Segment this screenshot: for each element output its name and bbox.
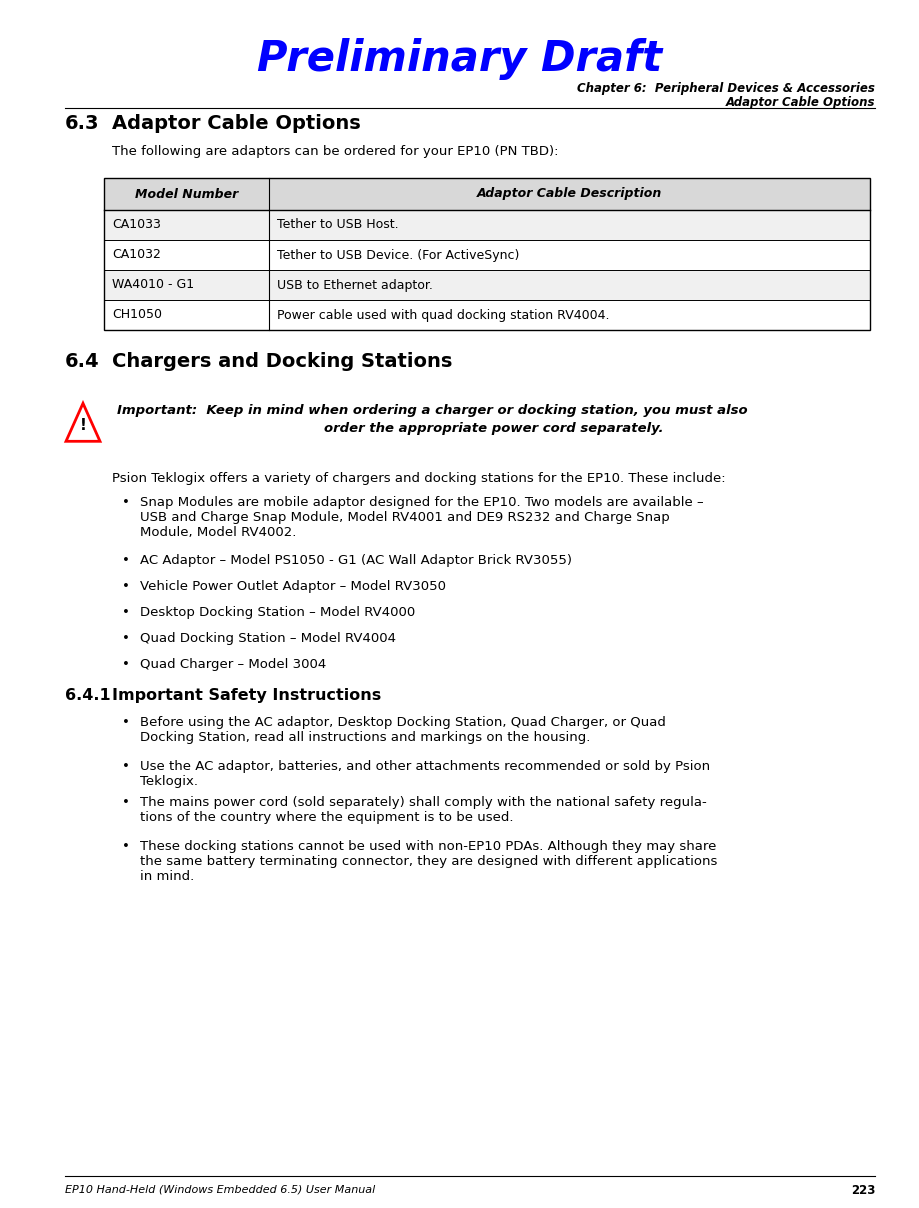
Text: •: •	[122, 554, 130, 567]
Text: Tether to USB Host.: Tether to USB Host.	[277, 219, 398, 232]
Bar	[104, 210, 870, 240]
Text: Tether to USB Device. (For ActiveSync): Tether to USB Device. (For ActiveSync)	[277, 249, 519, 261]
Text: Preliminary Draft: Preliminary Draft	[257, 37, 662, 80]
Text: Desktop Docking Station – Model RV4000: Desktop Docking Station – Model RV4000	[140, 606, 415, 618]
Polygon shape	[66, 403, 100, 441]
Text: !: !	[80, 418, 86, 434]
Text: •: •	[122, 496, 130, 509]
Text: order the appropriate power cord separately.: order the appropriate power cord separat…	[323, 422, 664, 435]
Text: Chargers and Docking Stations: Chargers and Docking Stations	[112, 352, 452, 371]
Text: Adaptor Cable Options: Adaptor Cable Options	[725, 95, 875, 109]
Text: These docking stations cannot be used with non-EP10 PDAs. Although they may shar: These docking stations cannot be used wi…	[140, 840, 718, 883]
Text: Adaptor Cable Description: Adaptor Cable Description	[477, 187, 662, 201]
Text: •: •	[122, 606, 130, 618]
Text: Vehicle Power Outlet Adaptor – Model RV3050: Vehicle Power Outlet Adaptor – Model RV3…	[140, 580, 446, 593]
Text: The mains power cord (sold separately) shall comply with the national safety reg: The mains power cord (sold separately) s…	[140, 796, 707, 824]
Text: Adaptor Cable Options: Adaptor Cable Options	[112, 114, 361, 133]
Text: The following are adaptors can be ordered for your EP10 (PN TBD):: The following are adaptors can be ordere…	[112, 145, 559, 158]
Text: Important Safety Instructions: Important Safety Instructions	[112, 689, 381, 703]
Text: •: •	[122, 840, 130, 853]
Text: USB to Ethernet adaptor.: USB to Ethernet adaptor.	[277, 279, 433, 291]
Text: •: •	[122, 760, 130, 773]
Text: CH1050: CH1050	[112, 308, 162, 321]
Text: Important:  Keep in mind when ordering a charger or docking station, you must al: Important: Keep in mind when ordering a …	[117, 403, 748, 417]
Text: Before using the AC adaptor, Desktop Docking Station, Quad Charger, or Quad
Dock: Before using the AC adaptor, Desktop Doc…	[140, 716, 666, 744]
Text: Model Number: Model Number	[135, 187, 238, 201]
Text: •: •	[122, 580, 130, 593]
Text: 6.3: 6.3	[65, 114, 99, 133]
Text: Power cable used with quad docking station RV4004.: Power cable used with quad docking stati…	[277, 308, 609, 321]
Text: 223: 223	[851, 1184, 875, 1197]
Text: •: •	[122, 632, 130, 645]
Bar	[104, 178, 870, 210]
Text: Use the AC adaptor, batteries, and other attachments recommended or sold by Psio: Use the AC adaptor, batteries, and other…	[140, 760, 710, 788]
Text: AC Adaptor – Model PS1050 - G1 (AC Wall Adaptor Brick RV3055): AC Adaptor – Model PS1050 - G1 (AC Wall …	[140, 554, 572, 567]
Bar	[104, 271, 870, 300]
Bar	[104, 178, 870, 330]
Text: 6.4.1: 6.4.1	[65, 689, 110, 703]
Text: Chapter 6:  Peripheral Devices & Accessories: Chapter 6: Peripheral Devices & Accessor…	[577, 82, 875, 95]
Text: EP10 Hand-Held (Windows Embedded 6.5) User Manual: EP10 Hand-Held (Windows Embedded 6.5) Us…	[65, 1184, 375, 1194]
Text: Snap Modules are mobile adaptor designed for the EP10. Two models are available : Snap Modules are mobile adaptor designed…	[140, 496, 704, 539]
Text: •: •	[122, 658, 130, 670]
Bar	[104, 300, 870, 330]
Text: •: •	[122, 716, 130, 728]
Text: 6.4: 6.4	[65, 352, 99, 371]
Text: Psion Teklogix offers a variety of chargers and docking stations for the EP10. T: Psion Teklogix offers a variety of charg…	[112, 472, 726, 484]
Text: Quad Docking Station – Model RV4004: Quad Docking Station – Model RV4004	[140, 632, 396, 645]
Text: CA1033: CA1033	[112, 219, 161, 232]
Bar	[104, 240, 870, 271]
Text: Quad Charger – Model 3004: Quad Charger – Model 3004	[140, 658, 326, 670]
Text: •: •	[122, 796, 130, 809]
Text: CA1032: CA1032	[112, 249, 161, 261]
Text: WA4010 - G1: WA4010 - G1	[112, 279, 194, 291]
